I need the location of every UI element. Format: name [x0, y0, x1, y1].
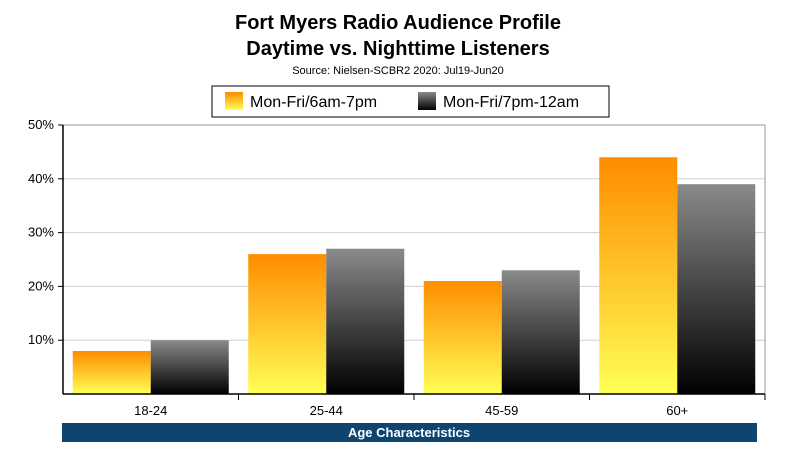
- x-tick-label: 45-59: [485, 403, 518, 418]
- bar-25-44-series-1: [326, 248, 405, 394]
- chart-subtitle: Daytime vs. Nighttime Listeners: [246, 38, 549, 60]
- bar-45-59-series-1: [501, 270, 580, 394]
- x-axis-label: Age Characteristics: [348, 425, 470, 440]
- x-tick-label: 18-24: [134, 403, 167, 418]
- chart-source: Source: Nielsen-SCBR2 2020: Jul19-Jun20: [292, 65, 504, 77]
- legend-label-daytime: Mon-Fri/6am-7pm: [250, 94, 377, 111]
- legend-box: [211, 85, 610, 118]
- y-tick-label: 50%: [28, 117, 54, 132]
- x-axis-ticks: 18-24 25-44 45-59 60+: [134, 394, 766, 418]
- bar-25-44-series-0: [248, 254, 327, 394]
- bar-18-24-series-0: [72, 350, 151, 394]
- bars: [72, 157, 756, 394]
- y-tick-label: 30%: [28, 225, 54, 240]
- bar-60plus-series-0: [599, 157, 678, 394]
- y-tick-label: 20%: [28, 278, 54, 293]
- legend-swatch-nighttime: [418, 92, 436, 110]
- y-axis-ticks: 10% 20% 30% 40% 50%: [28, 117, 63, 347]
- bar-18-24-series-1: [150, 340, 229, 394]
- x-tick-label: 25-44: [310, 403, 343, 418]
- y-tick-label: 40%: [28, 171, 54, 186]
- y-tick-label: 10%: [28, 332, 54, 347]
- chart-title: Fort Myers Radio Audience Profile: [235, 12, 561, 34]
- legend-label-nighttime: Mon-Fri/7pm-12am: [443, 94, 579, 111]
- x-tick-label: 60+: [666, 403, 688, 418]
- bar-60plus-series-1: [677, 184, 756, 394]
- legend: Mon-Fri/6am-7pm Mon-Fri/7pm-12am: [211, 85, 610, 118]
- x-axis-label-bar: [62, 423, 757, 442]
- bar-45-59-series-0: [423, 281, 502, 394]
- legend-swatch-daytime: [225, 92, 243, 110]
